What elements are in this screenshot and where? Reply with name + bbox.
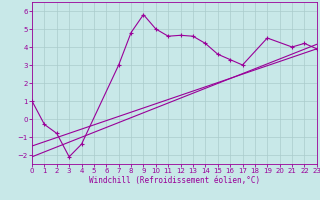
X-axis label: Windchill (Refroidissement éolien,°C): Windchill (Refroidissement éolien,°C) [89,176,260,185]
